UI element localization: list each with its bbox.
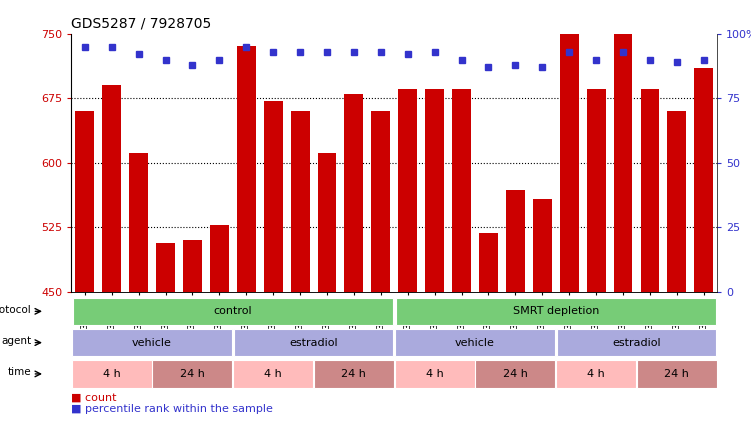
- Bar: [559, 30, 578, 292]
- Text: time: time: [8, 368, 31, 377]
- Text: control: control: [213, 306, 252, 316]
- Bar: [533, 199, 552, 292]
- Bar: [668, 111, 686, 292]
- Text: vehicle: vehicle: [455, 338, 495, 348]
- Text: 4 h: 4 h: [264, 369, 282, 379]
- Bar: [506, 190, 525, 292]
- Bar: [479, 233, 498, 292]
- Bar: [237, 46, 255, 292]
- Bar: [614, 30, 632, 292]
- Text: SMRT depletion: SMRT depletion: [512, 306, 599, 316]
- Bar: [425, 89, 444, 292]
- Bar: [641, 89, 659, 292]
- Text: vehicle: vehicle: [132, 338, 172, 348]
- Text: 4 h: 4 h: [103, 369, 121, 379]
- Text: ■ count: ■ count: [71, 393, 117, 403]
- Bar: [372, 111, 391, 292]
- Bar: [183, 240, 202, 292]
- Bar: [156, 243, 175, 292]
- Bar: [264, 101, 282, 292]
- Bar: [398, 89, 417, 292]
- Text: 24 h: 24 h: [342, 369, 366, 379]
- Text: 24 h: 24 h: [665, 369, 689, 379]
- Bar: [291, 111, 309, 292]
- Text: protocol: protocol: [0, 305, 31, 315]
- Bar: [210, 225, 229, 292]
- Bar: [318, 153, 336, 292]
- Text: 24 h: 24 h: [503, 369, 528, 379]
- Bar: [75, 111, 94, 292]
- Bar: [695, 68, 713, 292]
- Text: estradiol: estradiol: [612, 338, 661, 348]
- Bar: [102, 85, 121, 292]
- Bar: [345, 94, 363, 292]
- Text: 24 h: 24 h: [180, 369, 205, 379]
- Text: ■ percentile rank within the sample: ■ percentile rank within the sample: [71, 404, 273, 415]
- Text: 4 h: 4 h: [426, 369, 444, 379]
- Text: estradiol: estradiol: [289, 338, 338, 348]
- Bar: [587, 89, 605, 292]
- Bar: [129, 153, 148, 292]
- Text: 4 h: 4 h: [587, 369, 605, 379]
- Text: GDS5287 / 7928705: GDS5287 / 7928705: [71, 17, 212, 31]
- Bar: [452, 89, 471, 292]
- Text: agent: agent: [1, 336, 31, 346]
